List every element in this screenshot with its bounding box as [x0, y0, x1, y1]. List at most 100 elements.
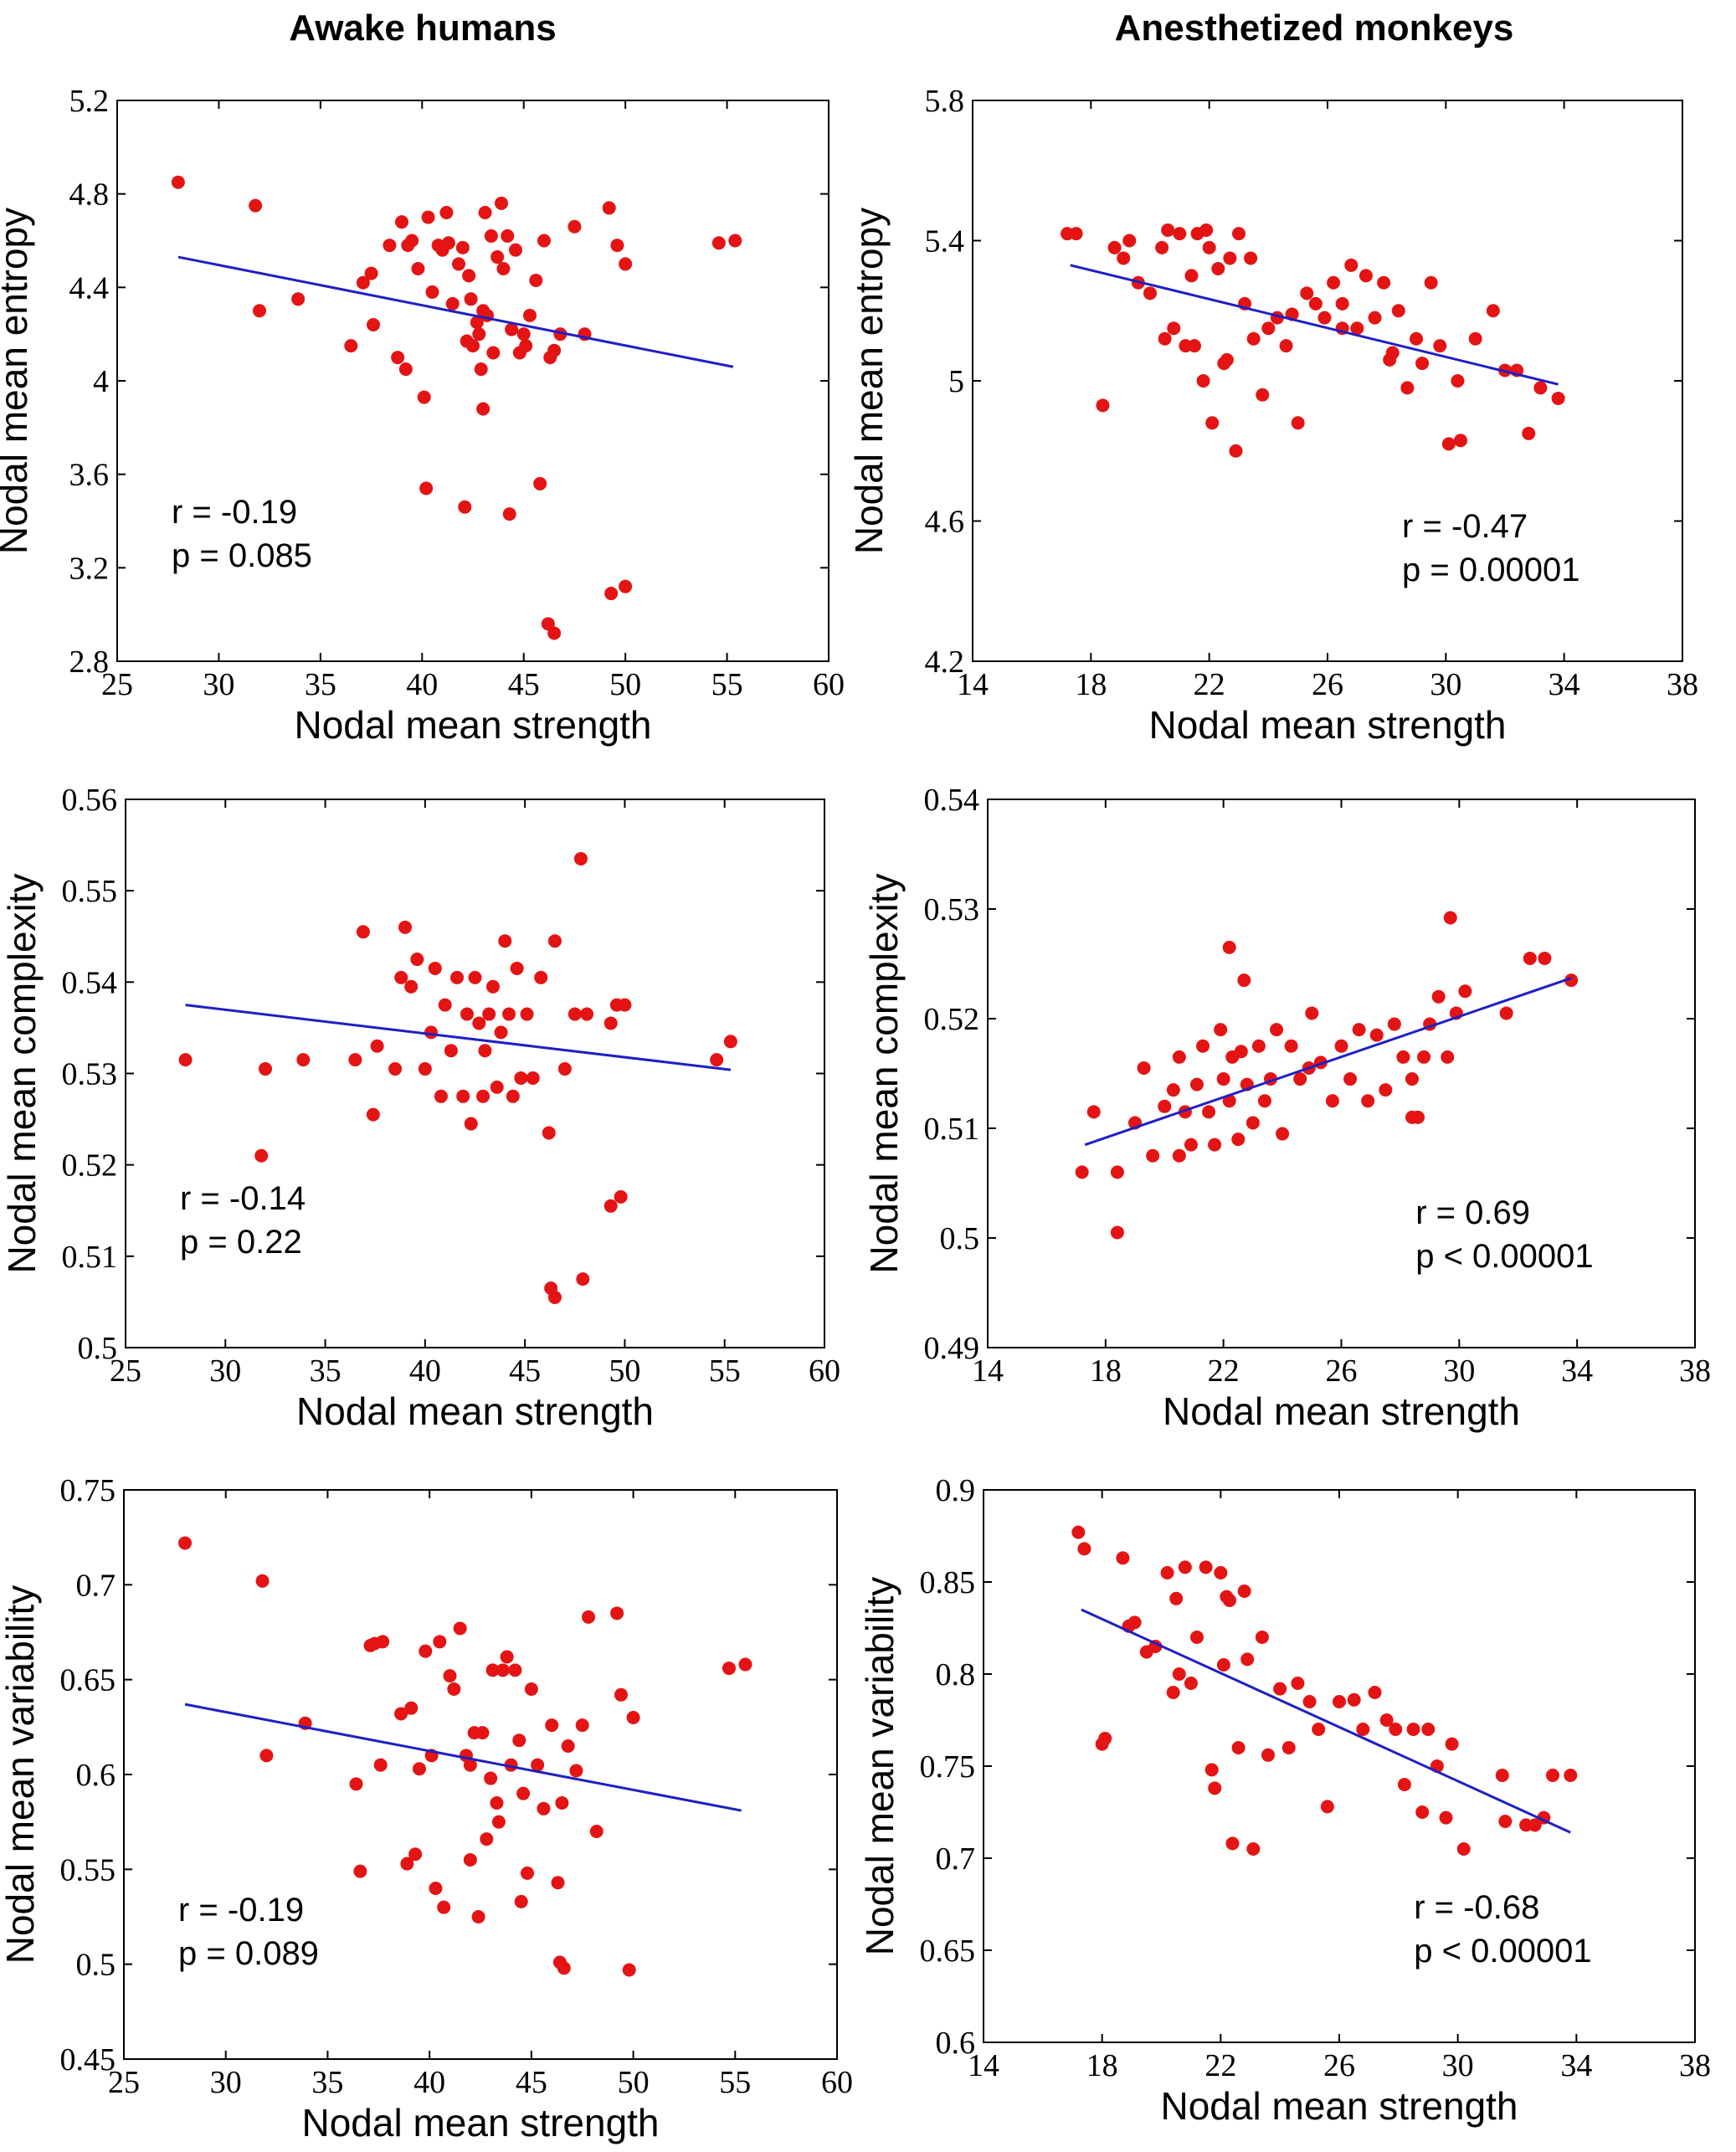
data-point — [1229, 444, 1243, 458]
y-tick-label: 0.53 — [62, 1057, 118, 1092]
data-point — [1256, 388, 1270, 402]
data-point — [1246, 1116, 1260, 1130]
data-point — [1533, 381, 1548, 395]
data-point — [1400, 381, 1415, 395]
data-point — [450, 970, 465, 984]
x-tick-label: 55 — [709, 1353, 741, 1389]
data-point — [1405, 1072, 1419, 1086]
data-point — [485, 1663, 500, 1677]
x-tick-label: 30 — [210, 2065, 242, 2100]
data-point — [1415, 357, 1430, 371]
x-tick-label: 45 — [509, 1353, 541, 1389]
data-point — [1451, 374, 1465, 388]
data-point — [1075, 1165, 1089, 1179]
data-point — [1261, 1748, 1275, 1762]
y-tick-label: 0.52 — [924, 1002, 980, 1037]
data-point — [1284, 1039, 1298, 1053]
data-point — [1333, 1695, 1346, 1708]
x-tick-label: 35 — [311, 2065, 343, 2100]
x-tick-label: 40 — [409, 1353, 441, 1389]
x-tick-label: 45 — [508, 667, 540, 702]
data-point — [1334, 1039, 1348, 1053]
data-point — [619, 257, 633, 271]
x-axis-label: Nodal mean strength — [1148, 703, 1506, 747]
data-point — [1202, 1105, 1216, 1119]
data-point — [1184, 1138, 1198, 1152]
data-point — [367, 318, 380, 331]
x-tick-label: 14 — [957, 667, 989, 702]
data-point — [404, 1701, 419, 1715]
data-point — [523, 308, 537, 322]
data-point — [533, 476, 547, 490]
data-point — [404, 979, 419, 994]
data-point — [1077, 1542, 1091, 1556]
y-axis-label: Nodal mean entropy — [0, 208, 35, 554]
data-point — [1498, 1815, 1513, 1828]
x-tick-label: 25 — [108, 2065, 140, 2100]
x-tick-label: 26 — [1326, 1353, 1358, 1389]
data-point — [520, 1007, 534, 1021]
x-axis-label: Nodal mean strength — [296, 1389, 654, 1433]
data-point — [502, 507, 516, 521]
x-tick-label: 30 — [1443, 1353, 1475, 1389]
y-tick-label: 5.4 — [925, 224, 965, 259]
data-point — [551, 1876, 565, 1890]
data-point — [547, 343, 562, 357]
x-tick-label: 50 — [609, 1353, 640, 1389]
data-point — [470, 316, 484, 330]
data-point — [1343, 1072, 1358, 1086]
data-point — [547, 934, 562, 948]
data-point — [383, 239, 397, 253]
data-point — [1127, 1615, 1142, 1630]
data-point — [398, 362, 413, 377]
data-point — [1424, 275, 1438, 290]
y-tick-label: 3.2 — [69, 551, 110, 586]
data-point — [1335, 296, 1349, 311]
data-point — [1439, 1810, 1453, 1825]
data-point — [1172, 1050, 1186, 1064]
data-point — [1071, 1525, 1086, 1539]
data-point — [1155, 240, 1169, 254]
data-point — [464, 1117, 478, 1131]
data-point — [1486, 304, 1500, 318]
data-point — [614, 1189, 628, 1204]
plot-frame — [123, 1489, 838, 2060]
x-axis-label: Nodal mean strength — [301, 2101, 659, 2144]
data-point — [1178, 1560, 1192, 1574]
data-point — [1538, 951, 1552, 965]
data-point — [491, 1815, 506, 1829]
y-tick-label: 0.5 — [940, 1221, 980, 1256]
data-point — [622, 1963, 636, 1977]
r-value-label: r = -0.19 — [178, 1892, 304, 1929]
data-point — [1146, 1148, 1160, 1163]
data-point — [1350, 321, 1364, 336]
x-tick-label: 38 — [1679, 2048, 1711, 2083]
data-point — [474, 362, 488, 377]
data-point — [545, 1718, 559, 1733]
y-tick-label: 2.8 — [69, 645, 110, 680]
data-point — [366, 1107, 380, 1122]
data-point — [1523, 951, 1537, 965]
data-point — [1223, 251, 1237, 265]
data-point — [1208, 1781, 1222, 1795]
data-point — [254, 1148, 269, 1163]
y-tick-label: 0.51 — [924, 1112, 980, 1147]
data-point — [494, 1025, 508, 1040]
data-point — [1377, 275, 1391, 290]
data-point — [447, 1682, 461, 1696]
data-point — [1270, 1023, 1284, 1037]
x-tick-label: 38 — [1679, 1353, 1711, 1389]
data-point — [602, 201, 616, 215]
data-point — [484, 1771, 498, 1785]
data-point — [434, 1089, 448, 1103]
data-point — [259, 1062, 272, 1076]
data-point — [1273, 1682, 1287, 1696]
data-point — [1184, 269, 1199, 283]
data-point — [1456, 1842, 1471, 1856]
data-point — [471, 1910, 485, 1923]
y-tick-label: 0.54 — [924, 783, 980, 818]
data-point — [614, 1687, 628, 1702]
data-point — [604, 587, 619, 601]
data-point — [1196, 1039, 1210, 1053]
data-point — [419, 481, 434, 496]
